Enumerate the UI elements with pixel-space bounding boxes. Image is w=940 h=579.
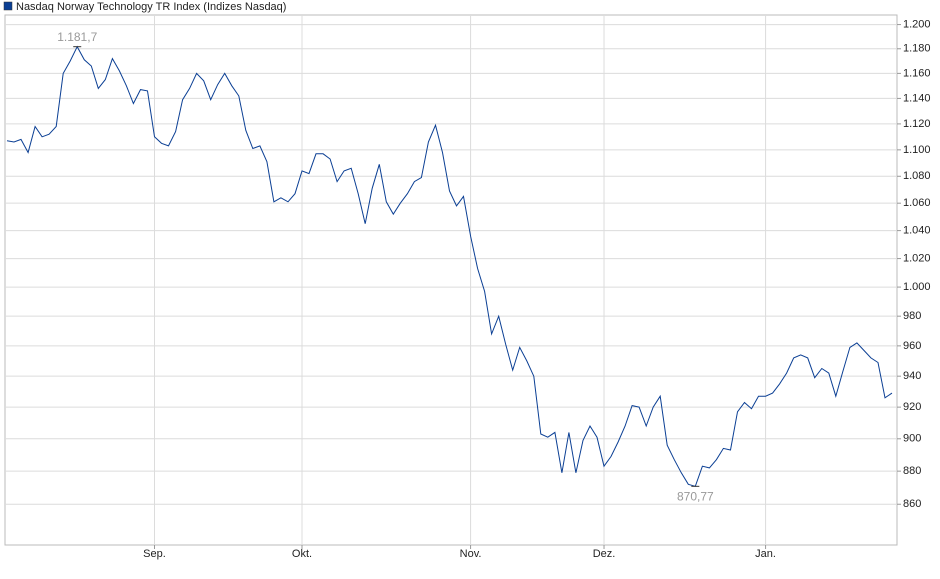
y-tick-label: 920 bbox=[903, 401, 921, 413]
y-tick-label: 1.140 bbox=[903, 92, 931, 104]
y-tick-label: 960 bbox=[903, 340, 921, 352]
y-tick-label: 1.180 bbox=[903, 43, 931, 55]
x-tick-label: Sep. bbox=[143, 548, 166, 560]
y-tick-label: 880 bbox=[903, 465, 921, 477]
legend-label: Nasdaq Norway Technology TR Index (Indiz… bbox=[16, 1, 286, 13]
legend-swatch bbox=[3, 1, 13, 11]
x-tick-label: Dez. bbox=[593, 548, 616, 560]
y-tick-label: 1.160 bbox=[903, 67, 931, 79]
y-tick-label: 980 bbox=[903, 310, 921, 322]
value-label: 870,77 bbox=[677, 489, 714, 503]
x-tick-label: Okt. bbox=[292, 548, 312, 560]
y-tick-label: 1.060 bbox=[903, 197, 931, 209]
y-tick-label: 1.100 bbox=[903, 144, 931, 156]
y-tick-label: 900 bbox=[903, 433, 921, 445]
x-tick-label: Jan. bbox=[755, 548, 776, 560]
y-tick-label: 1.020 bbox=[903, 252, 931, 264]
x-tick-label: Nov. bbox=[460, 548, 482, 560]
y-tick-label: 1.000 bbox=[903, 281, 931, 293]
y-tick-label: 1.200 bbox=[903, 18, 931, 30]
y-tick-label: 1.080 bbox=[903, 170, 931, 182]
y-tick-label: 1.120 bbox=[903, 118, 931, 130]
y-tick-label: 1.040 bbox=[903, 225, 931, 237]
plot-frame bbox=[4, 14, 898, 546]
series-line bbox=[6, 45, 893, 487]
value-label: 1.181,7 bbox=[57, 30, 97, 44]
y-tick-label: 860 bbox=[903, 498, 921, 510]
y-tick-label: 940 bbox=[903, 370, 921, 382]
